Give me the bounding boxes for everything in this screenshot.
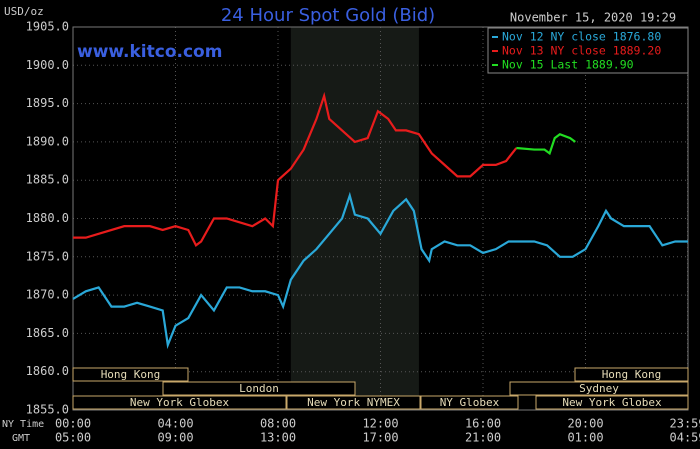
y-tick-label: 1870.0 (26, 288, 69, 302)
y-tick-label: 1905.0 (26, 20, 69, 34)
x-tick-label: 20:00 (567, 417, 603, 431)
highlight-band (290, 27, 419, 410)
x-tick-label: 16:00 (465, 417, 501, 431)
series-line (516, 132, 576, 156)
legend-label: Nov 13 NY close 1889.20 (502, 44, 661, 58)
x-tick-label: 08:00 (260, 417, 296, 431)
legend-label: Nov 12 NY close 1876.80 (502, 30, 661, 44)
session-label: NY Globex (440, 396, 500, 409)
y-tick-label: 1890.0 (26, 134, 69, 148)
series-line (73, 91, 518, 247)
timestamp: November 15, 2020 19:29 (510, 11, 676, 25)
session-label: Hong Kong (602, 368, 662, 381)
gmt-tick-label: 04:59 (670, 431, 700, 445)
session-label: London (239, 382, 279, 395)
session-label: New York Globex (562, 396, 662, 409)
session-label: Sydney (579, 382, 619, 395)
session-bar (574, 367, 689, 382)
y-tick-label: 1895.0 (26, 96, 69, 110)
gmt-tick-label: 05:00 (55, 431, 91, 445)
gmt-tick-label: 17:00 (362, 431, 398, 445)
session-label: New York Globex (130, 396, 230, 409)
y-tick-label: 1860.0 (26, 364, 69, 378)
ny-time-label: NY Time (2, 419, 44, 430)
session-label: Hong Kong (101, 368, 161, 381)
series-line (72, 191, 688, 350)
session-bar (162, 381, 356, 396)
gmt-tick-label: 13:00 (260, 431, 296, 445)
session-bar (509, 381, 689, 396)
y-tick-label: 1900.0 (26, 58, 69, 72)
y-tick-label: 1875.0 (26, 249, 69, 263)
legend-label: Nov 15 Last 1889.90 (502, 58, 634, 72)
x-tick-label: 00:00 (55, 417, 91, 431)
gmt-label: GMT (12, 433, 30, 444)
legend-box (487, 27, 689, 74)
website: www.kitco.com (77, 42, 222, 62)
y-tick-label: 1885.0 (26, 173, 69, 187)
x-tick-label: 04:00 (157, 417, 193, 431)
chart-title: 24 Hour Spot Gold (Bid) (221, 5, 435, 26)
gmt-tick-label: 21:00 (465, 431, 501, 445)
gmt-tick-label: 09:00 (157, 431, 193, 445)
session-bar (72, 395, 287, 410)
x-tick-label: 23:59 (670, 417, 700, 431)
plot-frame (72, 26, 689, 411)
session-bar (535, 395, 689, 410)
y-axis-label: USD/oz (4, 5, 44, 18)
session-bar (72, 367, 189, 382)
gmt-tick-label: 01:00 (567, 431, 603, 445)
session-bar (286, 395, 421, 410)
y-tick-label: 1880.0 (26, 211, 69, 225)
y-tick-label: 1865.0 (26, 326, 69, 340)
x-tick-label: 12:00 (362, 417, 398, 431)
session-bar (420, 395, 519, 410)
session-label: New York NYMEX (307, 396, 400, 409)
y-tick-label: 1855.0 (26, 403, 69, 417)
